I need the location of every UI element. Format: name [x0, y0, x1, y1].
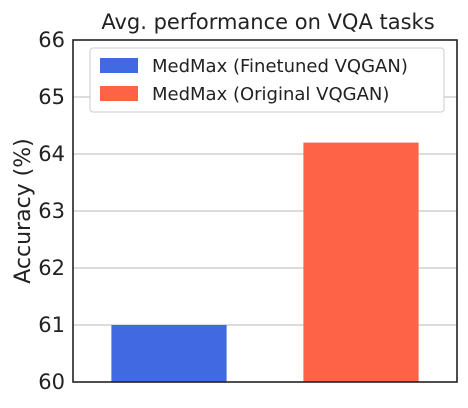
legend-label-2: MedMax (Original VQGAN) — [152, 84, 389, 105]
y-tick-labels: 60 61 62 63 64 65 66 — [38, 28, 65, 394]
y-tick-label: 61 — [38, 313, 65, 337]
legend-box — [89, 47, 445, 113]
bar-1 — [111, 325, 227, 382]
y-tick-label: 66 — [38, 28, 65, 52]
y-tick-label: 60 — [38, 370, 65, 394]
y-axis-label: Accuracy (%) — [11, 138, 36, 284]
legend-label-1: MedMax (Finetuned VQGAN) — [152, 56, 408, 77]
bar-layer — [111, 142, 419, 382]
y-tick-label: 63 — [38, 199, 65, 223]
plot-frame — [72, 39, 458, 383]
y-tick-label: 62 — [38, 256, 65, 280]
chart-title: Avg. performance on VQA tasks — [101, 10, 434, 34]
legend: MedMax (Finetuned VQGAN) MedMax (Original… — [89, 47, 445, 113]
legend-swatch-1 — [100, 58, 138, 73]
y-tick-label: 65 — [38, 85, 65, 109]
y-tick-label: 64 — [38, 142, 65, 166]
legend-swatch-2 — [100, 86, 138, 101]
bar-2 — [303, 142, 419, 382]
